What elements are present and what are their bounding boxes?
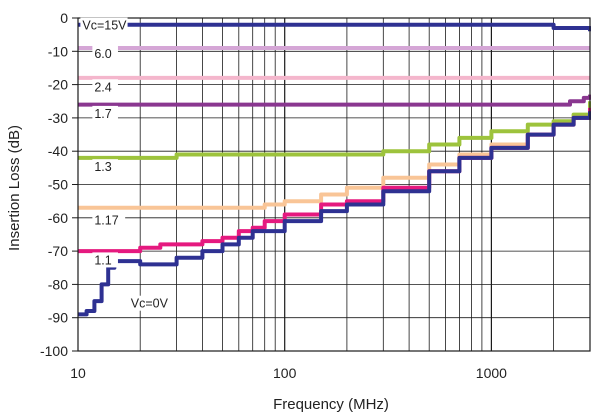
series-label: Vc=15V [82, 19, 127, 33]
series-line [78, 22, 591, 32]
x-tick-labels: 10 100 1000 [70, 365, 507, 381]
series-label-background [80, 17, 128, 33]
series-label-background [92, 105, 118, 121]
y-tick-label: -50 [48, 177, 68, 193]
series-label-background [92, 252, 118, 268]
x-axis-title: Frequency (MHz) [273, 396, 389, 413]
series-lines [78, 22, 591, 317]
y-tick-label: -20 [48, 77, 68, 93]
series-label: 1.3 [94, 160, 111, 174]
series-label-background [128, 295, 169, 311]
series-label-background [92, 45, 118, 61]
series-line [78, 111, 591, 317]
series-line [78, 101, 591, 160]
series-line [78, 94, 591, 107]
series-label: 1.7 [94, 107, 111, 121]
x-tick-label: 100 [273, 365, 297, 381]
series-label: 1.17 [94, 213, 118, 227]
y-tick-label: -60 [48, 210, 68, 226]
series-label: Vc=0V [131, 297, 169, 311]
y-tick-label: -40 [48, 143, 68, 159]
y-tick-label: 0 [60, 10, 68, 26]
series-label-background [92, 159, 118, 175]
y-tick-label: -80 [48, 276, 68, 292]
series-label: 6.0 [94, 47, 111, 61]
series-label-background [92, 79, 118, 95]
y-tick-labels: 0 -10 -20 -30 -40 -50 -60 -70 -80 -90 -100 [40, 10, 78, 359]
y-tick-label: -90 [48, 310, 68, 326]
x-tick-label: 1000 [476, 365, 507, 381]
series-labels: Vc=15V 6.0 2.4 1.7 1.3 1.17 1.1 Vc=0V [80, 17, 169, 311]
y-tick-label: -30 [48, 110, 68, 126]
series-label: 2.4 [94, 80, 111, 94]
y-tick-label: -10 [48, 43, 68, 59]
series-label: 1.1 [94, 253, 111, 267]
y-axis-title: Insertion Loss (dB) [6, 125, 23, 251]
series-label-background [92, 212, 126, 228]
x-tick-label: 10 [70, 365, 86, 381]
y-tick-label: -100 [40, 343, 68, 359]
y-tick-label: -70 [48, 243, 68, 259]
